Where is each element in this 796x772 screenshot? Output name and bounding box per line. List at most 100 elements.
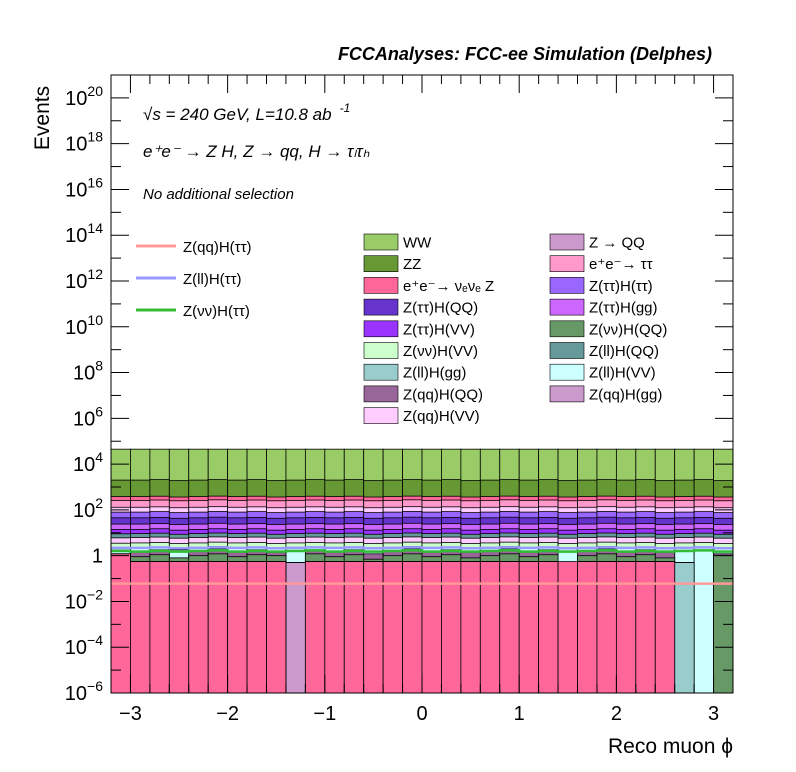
histogram-bar (518, 561, 540, 694)
x-tick-label: 3 (708, 703, 719, 725)
legend-backgrounds: WW Z → QQ ZZ e⁺e⁻→ ττ e⁺e⁻→ νₑνₑ Z Z(ττ)H(ττ)… (363, 233, 667, 425)
y-tick-label: 108 (73, 358, 103, 385)
legend-swatch (363, 363, 399, 381)
legend-swatch (549, 255, 585, 272)
histogram-bar (246, 561, 267, 694)
legend-label: Z(ll)H(QQ) (589, 343, 659, 360)
y-tick-label: 1020 (65, 83, 103, 110)
signal-line (111, 546, 733, 550)
histogram-bar (421, 561, 442, 694)
annotation-energy-lumi: √s = 240 GeV, L=10.8 ab -1 (143, 101, 350, 124)
y-tick-label: 10−6 (65, 678, 103, 705)
legend-label: WW (403, 235, 432, 252)
legend-swatch (363, 320, 399, 338)
legend-swatch (549, 320, 585, 338)
histogram-bar (343, 561, 365, 694)
chart-title: FCCAnalyses: FCC-ee Simulation (Delphes) (338, 44, 712, 64)
x-tick-label: 1 (514, 703, 525, 725)
x-tick-label: −1 (313, 703, 336, 725)
histogram-bar (557, 561, 578, 694)
histogram-bar (479, 561, 501, 694)
plot-frame (110, 74, 734, 694)
histogram-bar (130, 561, 151, 694)
y-axis-label: Events (31, 86, 54, 150)
histogram-bar (168, 561, 190, 694)
y-tick-label: 104 (73, 449, 103, 476)
legend-label: Z(νν)H(ττ) (183, 303, 250, 320)
legend-label: Z(qq)H(VV) (403, 408, 480, 425)
signal-line (111, 549, 733, 553)
x-tick-label: 0 (416, 703, 427, 725)
x-tick-label: −2 (216, 703, 239, 725)
legend-label: Z(qq)H(ττ) (183, 239, 252, 256)
y-tick-label: 106 (73, 403, 103, 430)
legend-label: e⁺e⁻→ ττ (589, 256, 653, 273)
legend-label: Z(νν)H(QQ) (589, 321, 667, 338)
legend-swatch (549, 385, 585, 403)
histogram-bar (188, 561, 209, 694)
x-tick-label: 2 (611, 703, 622, 725)
legend-swatch (363, 342, 399, 359)
histogram-bar (538, 561, 559, 694)
histogram-bar (227, 561, 248, 694)
legend-swatch (363, 298, 399, 316)
histogram-bar (441, 561, 462, 694)
histogram-bar (596, 561, 617, 694)
histogram-bar (402, 561, 423, 694)
legend-swatch (549, 233, 585, 251)
legend-label: Z(ττ)H(QQ) (403, 300, 478, 317)
legend-swatch (363, 277, 399, 294)
legend-label: Z(ττ)H(VV) (403, 321, 475, 338)
histogram-bar (674, 562, 695, 694)
annotation-process: e⁺e⁻ → Z H, Z → qq, H → τₗτₕ (143, 142, 370, 161)
y-tick-label: 10−2 (65, 586, 103, 613)
histogram-bar (363, 561, 384, 694)
y-tick-label: 1012 (65, 266, 103, 293)
legend-label: Z(ττ)H(ττ) (589, 278, 653, 295)
histogram-bar (324, 561, 345, 694)
legend-label: Z(ll)H(gg) (403, 365, 466, 382)
y-tick-label: 10−4 (65, 632, 103, 659)
legend-label: Z(ττ)H(gg) (589, 300, 658, 317)
histogram-bar (382, 561, 403, 694)
histogram-bar (110, 553, 131, 694)
histogram-bar (266, 561, 287, 694)
y-tick-label: 102 (73, 495, 103, 522)
y-tick-label: 1014 (65, 220, 103, 247)
signal-lines (111, 546, 733, 585)
legend-swatch (363, 255, 399, 272)
histogram-bar (615, 561, 637, 694)
legend-swatch (549, 342, 585, 359)
x-axis-label: Reco muon ϕ (608, 735, 733, 758)
y-tick-label: 1018 (65, 129, 103, 156)
legend-swatch (549, 363, 585, 381)
legend-swatch (549, 298, 585, 316)
histogram-bar (577, 561, 598, 694)
stacked-histogram (110, 448, 734, 694)
legend-label: Z(qq)H(gg) (589, 386, 662, 403)
legend-swatch (363, 407, 399, 424)
histogram-bar (635, 561, 656, 694)
y-tick-label: 1 (92, 546, 103, 568)
y-tick-label: 1016 (65, 174, 103, 201)
histogram-bar (207, 561, 229, 694)
legend-label: ZZ (403, 256, 421, 273)
legend-swatch (549, 277, 585, 294)
histogram-bar (460, 561, 481, 694)
y-tick-label: 1010 (65, 312, 103, 339)
legend-label: Z(qq)H(QQ) (403, 386, 483, 403)
legend-label: Z(νν)H(VV) (403, 343, 478, 360)
histogram-bar (654, 561, 676, 694)
legend-swatch (363, 385, 399, 403)
legend-label: Z(ll)H(VV) (589, 365, 656, 382)
x-tick-label: −3 (119, 703, 142, 725)
histogram-bar (304, 561, 326, 694)
legend-label: Z → QQ (589, 235, 645, 252)
legend-label: e⁺e⁻→ νₑνₑ Z (403, 278, 494, 295)
histogram-bar (693, 546, 714, 694)
annotation-selection: No additional selection (143, 186, 294, 203)
histogram-bar (499, 561, 520, 694)
legend-signals: Z(qq)H(ττ) Z(ll)H(ττ) Z(νν)H(ττ) (136, 239, 252, 320)
legend-label: Z(ll)H(ττ) (183, 271, 242, 288)
